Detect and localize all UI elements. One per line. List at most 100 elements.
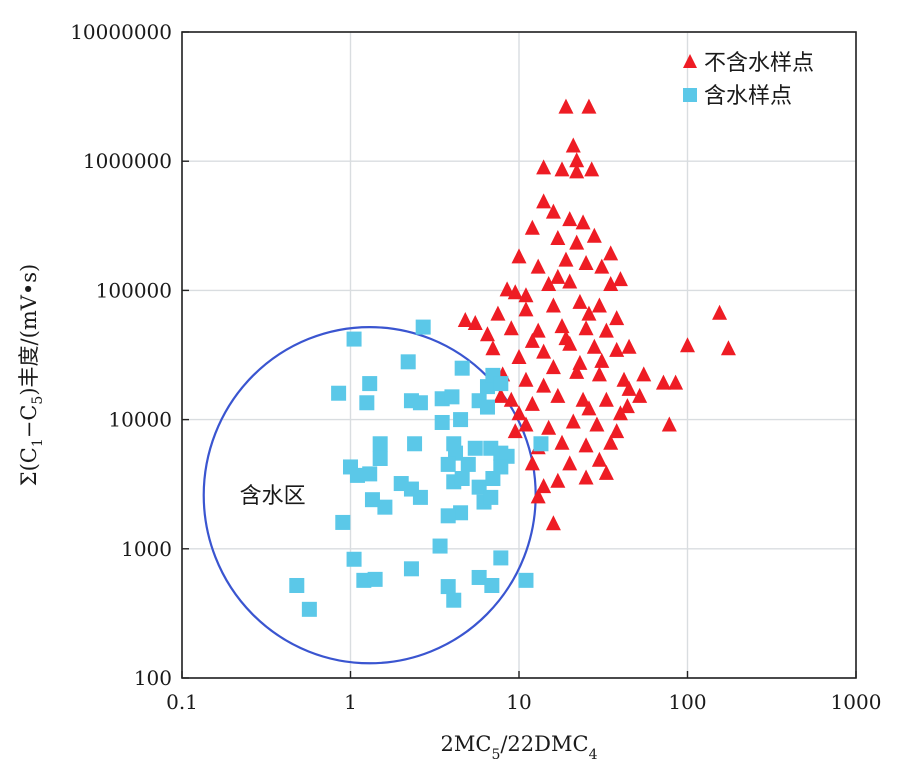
no-water-point (581, 305, 597, 321)
water-point (471, 479, 487, 495)
no-water-point (562, 273, 578, 289)
no-water-point (565, 413, 581, 429)
no-water-point (490, 305, 506, 321)
no-water-point (530, 488, 546, 504)
water-point (289, 577, 305, 593)
tick-labels: 0.1 1 10 100 1000 100 1000 10000 100000 1000000 10… (70, 20, 881, 714)
no-water-point (584, 161, 600, 177)
no-water-point (524, 395, 540, 411)
x-axis-title: 2MC5/22DMC4 (441, 732, 598, 763)
no-water-point (581, 98, 597, 114)
water-point (533, 436, 549, 452)
no-water-point (562, 455, 578, 471)
water-point (471, 569, 487, 585)
water-point (485, 471, 501, 487)
no-water-point (621, 338, 637, 354)
water-zone-label: 含水区 (240, 484, 306, 509)
y-tick-label: 100 (134, 666, 172, 690)
legend-label: 不含水样点 (704, 51, 814, 76)
no-water-point (575, 391, 591, 407)
no-water-point (565, 137, 581, 153)
no-water-point (586, 227, 602, 243)
no-water-point (569, 163, 585, 179)
water-point (493, 550, 509, 566)
no-water-point (558, 251, 574, 267)
water-point (362, 466, 378, 482)
water-point (479, 379, 495, 395)
no-water-point (479, 326, 495, 342)
water-point (493, 459, 509, 475)
no-water-point (536, 377, 552, 393)
no-water-point (545, 203, 561, 219)
x-tick-label: 10 (506, 690, 531, 714)
water-point (440, 579, 456, 595)
water-point (460, 456, 476, 472)
water-point (440, 456, 456, 472)
series-layer (289, 98, 736, 617)
water-point (454, 471, 470, 487)
water-point (467, 440, 483, 456)
no-water-point (524, 455, 540, 471)
water-point (301, 601, 317, 617)
no-water-point (581, 400, 597, 416)
no-water-point (619, 398, 635, 414)
no-water-point (485, 340, 501, 356)
no-water-point (720, 340, 736, 356)
no-water-point (594, 258, 610, 274)
water-point (359, 395, 375, 411)
no-water-point (586, 338, 602, 354)
no-water-point (569, 363, 585, 379)
no-water-point (545, 515, 561, 531)
water-point (403, 561, 419, 577)
water-point (479, 399, 495, 415)
water-point (400, 354, 416, 370)
no-water-point (575, 214, 591, 230)
water-point (362, 376, 378, 392)
water-point (483, 489, 499, 505)
no-water-point (524, 332, 540, 348)
water-point (432, 538, 448, 554)
no-water-point (499, 281, 515, 297)
y-tick-label: 1000000 (83, 149, 172, 173)
y-tick-label: 100000 (96, 278, 172, 302)
no-water-point (603, 434, 619, 450)
series-square (289, 319, 549, 617)
water-point (407, 436, 423, 452)
legend-square-marker (683, 88, 697, 102)
no-water-point (591, 451, 607, 467)
water-point (346, 331, 362, 347)
water-point (372, 436, 388, 452)
no-water-point (612, 271, 628, 287)
no-water-point (503, 391, 519, 407)
no-water-point (621, 380, 637, 396)
no-water-point (591, 366, 607, 382)
no-water-point (609, 341, 625, 357)
series-triangle (457, 98, 736, 531)
water-point (412, 489, 428, 505)
water-point (377, 499, 393, 515)
x-tick-label: 100 (668, 690, 706, 714)
no-water-point (541, 419, 557, 435)
no-water-point (536, 478, 552, 494)
no-water-point (554, 434, 570, 450)
no-water-point (457, 311, 473, 327)
no-water-point (550, 229, 566, 245)
y-axis-title: Σ(C1−C5)丰度/(mV•s) (17, 264, 47, 487)
no-water-point (550, 472, 566, 488)
no-water-point (632, 387, 648, 403)
no-water-point (536, 159, 552, 175)
no-water-point (609, 310, 625, 326)
no-water-point (569, 152, 585, 168)
no-water-point (518, 301, 534, 317)
water-point (484, 577, 500, 593)
no-water-point (612, 405, 628, 421)
water-point (453, 505, 469, 521)
no-water-point (712, 304, 728, 320)
no-water-point (616, 371, 632, 387)
no-water-point (661, 416, 677, 432)
water-point (440, 508, 456, 524)
no-water-point (598, 322, 614, 338)
